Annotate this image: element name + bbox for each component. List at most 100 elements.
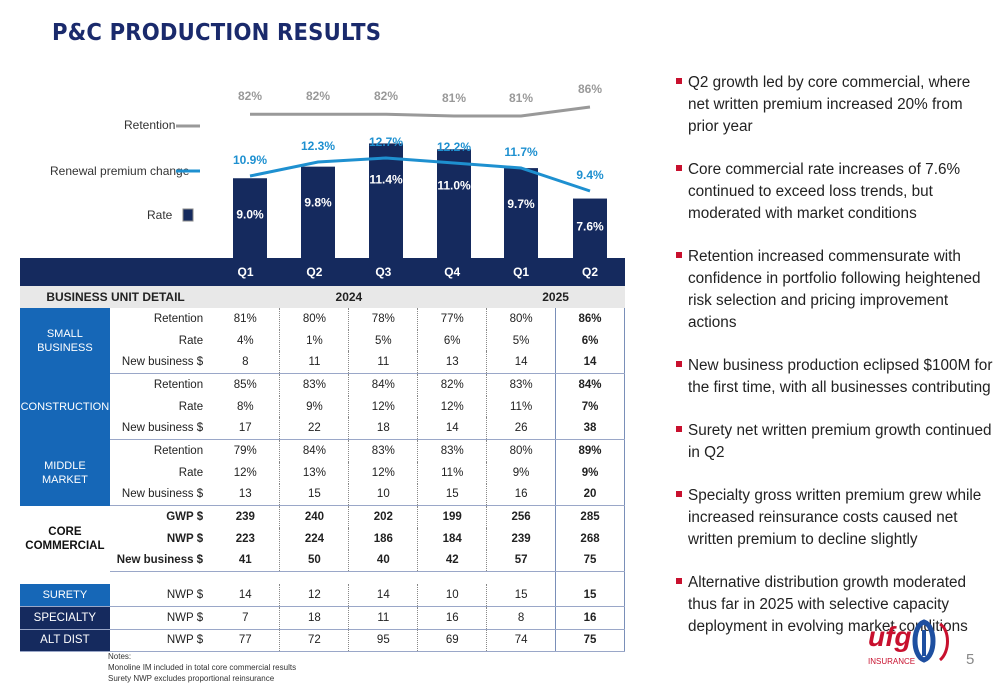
table-cell: 14 bbox=[348, 584, 418, 607]
legend-rate-swatch bbox=[182, 208, 194, 222]
table-cell: 83% bbox=[417, 439, 487, 462]
year-2025: 2025 bbox=[486, 286, 625, 308]
commentary-bullets: Q2 growth led by core commercial, where … bbox=[675, 72, 993, 659]
metric-label: New business $ bbox=[109, 483, 212, 507]
table-cell: 240 bbox=[279, 505, 349, 528]
table-cell: 1% bbox=[279, 329, 349, 352]
table-cell: 7% bbox=[555, 395, 625, 418]
spacer-cell bbox=[110, 572, 211, 585]
table-cell: 12% bbox=[417, 395, 487, 418]
spacer-cell bbox=[20, 572, 110, 585]
table-cell: 18 bbox=[348, 417, 418, 441]
retention-label: 86% bbox=[578, 82, 602, 96]
metric-label: New business $ bbox=[109, 417, 212, 441]
table-cell: 81% bbox=[233, 312, 257, 325]
spacer-cell bbox=[555, 571, 625, 585]
table-cell: 22 bbox=[279, 417, 349, 441]
metric-label: NWP $ bbox=[109, 629, 212, 653]
year-2024: 2024 bbox=[211, 286, 487, 308]
table-cell: 199 bbox=[417, 505, 487, 528]
table-cell: 268 bbox=[555, 527, 625, 550]
table-cell: 239 bbox=[486, 527, 556, 550]
table-cell: 78% bbox=[348, 308, 418, 330]
table-cell: 12 bbox=[279, 584, 349, 607]
renewal-line bbox=[249, 156, 591, 193]
table-cell: 6% bbox=[555, 329, 625, 352]
table-cell: 86% bbox=[555, 308, 625, 330]
renewal-label: 12.3% bbox=[301, 139, 335, 153]
table-cell: 80% bbox=[486, 308, 556, 330]
spacer-cell bbox=[280, 572, 349, 585]
table-cell: 74 bbox=[486, 629, 556, 653]
business-unit-table: Q1 Q2 Q3 Q4 Q1 Q2 BUSINESS UNIT DETAIL 2024 2025… bbox=[20, 258, 625, 653]
logo-mark-ring bbox=[938, 622, 949, 662]
legend-retention-label: Retention bbox=[124, 118, 176, 132]
renewal-label: 12.2% bbox=[437, 140, 471, 154]
metric-label: Retention bbox=[153, 378, 204, 391]
table-cell: 8% bbox=[236, 400, 254, 413]
rate-bar bbox=[301, 166, 335, 258]
rate-bar-label: 9.8% bbox=[304, 196, 332, 210]
bullet-item: Alternative distribution growth moderate… bbox=[675, 572, 993, 638]
table-cell: 69 bbox=[417, 629, 487, 653]
table-cell: 8 bbox=[486, 606, 556, 630]
table-cell: 80% bbox=[279, 308, 349, 330]
unit-label: CORE COMMERCIAL bbox=[20, 505, 110, 572]
table-cell: 224 bbox=[279, 527, 349, 550]
table-cell: 223 bbox=[235, 532, 255, 545]
table-cell: 83% bbox=[279, 373, 349, 396]
table-cell: 11% bbox=[486, 395, 556, 418]
page-number: 5 bbox=[966, 651, 975, 668]
bullet-item: New business production eclipsed $100M f… bbox=[675, 355, 993, 399]
quarter-header: Q2 bbox=[279, 258, 349, 286]
metric-label: NWP $ bbox=[109, 584, 212, 607]
unit-label: SPECIALTY bbox=[20, 606, 110, 630]
table-cell: 84% bbox=[555, 373, 625, 396]
rate-bar-label: 9.7% bbox=[507, 197, 535, 211]
combo-chart: 9.0% 9.8% 11.4% 11.0% 9.7% 7.6% 10.9% 12.3% 12.… bbox=[176, 82, 607, 258]
unit-label: SMALL BUSINESS bbox=[20, 308, 110, 374]
quarter-header: Q3 bbox=[348, 258, 418, 286]
table-cell: 80% bbox=[486, 439, 556, 462]
spacer-cell bbox=[211, 572, 280, 585]
table-cell: 184 bbox=[417, 527, 487, 550]
logo-sub: INSURANCE bbox=[868, 657, 915, 666]
metric-label: New business $ bbox=[109, 549, 212, 573]
retention-label: 82% bbox=[374, 89, 398, 103]
table-cell: 9% bbox=[279, 395, 349, 418]
rate-bar-label: 11.4% bbox=[369, 172, 403, 186]
table-cell: 18 bbox=[279, 606, 349, 630]
table-cell: 12% bbox=[348, 461, 418, 484]
table-cell: 82% bbox=[417, 373, 487, 396]
table-cell: 15 bbox=[417, 483, 487, 507]
table-cell: 17 bbox=[211, 417, 280, 441]
bullet-item: Specialty gross written premium grew whi… bbox=[675, 485, 993, 551]
quarter-header: Q4 bbox=[417, 258, 487, 286]
legend-rate-label: Rate bbox=[147, 208, 173, 222]
bullet-item: Retention increased commensurate with co… bbox=[675, 246, 993, 334]
rate-bar-label: 9.0% bbox=[236, 207, 264, 221]
unit-label: MIDDLE MARKET bbox=[20, 439, 110, 506]
table-cell: 6% bbox=[417, 329, 487, 352]
metric-label: Retention bbox=[153, 312, 204, 325]
table-cell: 50 bbox=[279, 549, 349, 573]
metric-label: Rate bbox=[178, 400, 204, 413]
table-cell: 12% bbox=[233, 466, 257, 479]
table-cell: 5% bbox=[486, 329, 556, 352]
spacer-cell bbox=[349, 572, 418, 585]
metric-label: NWP $ bbox=[166, 532, 204, 545]
metric-label: Rate bbox=[178, 334, 204, 347]
renewal-label: 10.9% bbox=[233, 153, 267, 167]
unit-label: SURETY bbox=[20, 584, 110, 607]
bullet-item: Q2 growth led by core commercial, where … bbox=[675, 72, 993, 138]
bullet-item: Surety net written premium growth contin… bbox=[675, 420, 993, 464]
detail-label: BUSINESS UNIT DETAIL bbox=[20, 286, 212, 308]
table-cell: 9% bbox=[486, 461, 556, 484]
table-cell: 11% bbox=[417, 461, 487, 484]
table-cell: 83% bbox=[348, 439, 418, 462]
unit-label: CONSTRUCTION bbox=[20, 373, 110, 440]
table-cell: 13 bbox=[211, 483, 280, 507]
table-cell: 9% bbox=[555, 461, 625, 484]
logo-mark bbox=[912, 619, 936, 663]
table-cell: 42 bbox=[417, 549, 487, 573]
